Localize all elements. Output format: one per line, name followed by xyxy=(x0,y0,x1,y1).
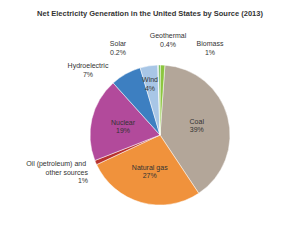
svg-text:1%: 1% xyxy=(205,49,215,56)
svg-text:Wind: Wind xyxy=(142,76,158,83)
svg-text:Solar: Solar xyxy=(110,40,127,47)
svg-text:19%: 19% xyxy=(116,127,130,134)
svg-text:Coal: Coal xyxy=(190,118,205,125)
svg-text:Hydroelectric: Hydroelectric xyxy=(68,62,109,70)
svg-text:7%: 7% xyxy=(83,71,93,78)
svg-text:Nuclear: Nuclear xyxy=(111,119,136,126)
svg-text:Geothermal: Geothermal xyxy=(150,32,187,39)
svg-text:other sources: other sources xyxy=(46,169,89,176)
svg-text:0.4%: 0.4% xyxy=(160,41,176,48)
svg-text:27%: 27% xyxy=(143,172,157,179)
svg-text:4%: 4% xyxy=(145,85,155,92)
svg-text:Net Electricity Generation in: Net Electricity Generation in the United… xyxy=(37,9,263,18)
svg-text:39%: 39% xyxy=(190,126,204,133)
svg-text:1%: 1% xyxy=(78,177,88,184)
svg-text:Biomass: Biomass xyxy=(197,40,224,47)
svg-text:Natural gas: Natural gas xyxy=(132,164,168,172)
svg-text:Oil (petroleum) and: Oil (petroleum) and xyxy=(26,160,88,168)
svg-text:0.2%: 0.2% xyxy=(110,49,126,56)
